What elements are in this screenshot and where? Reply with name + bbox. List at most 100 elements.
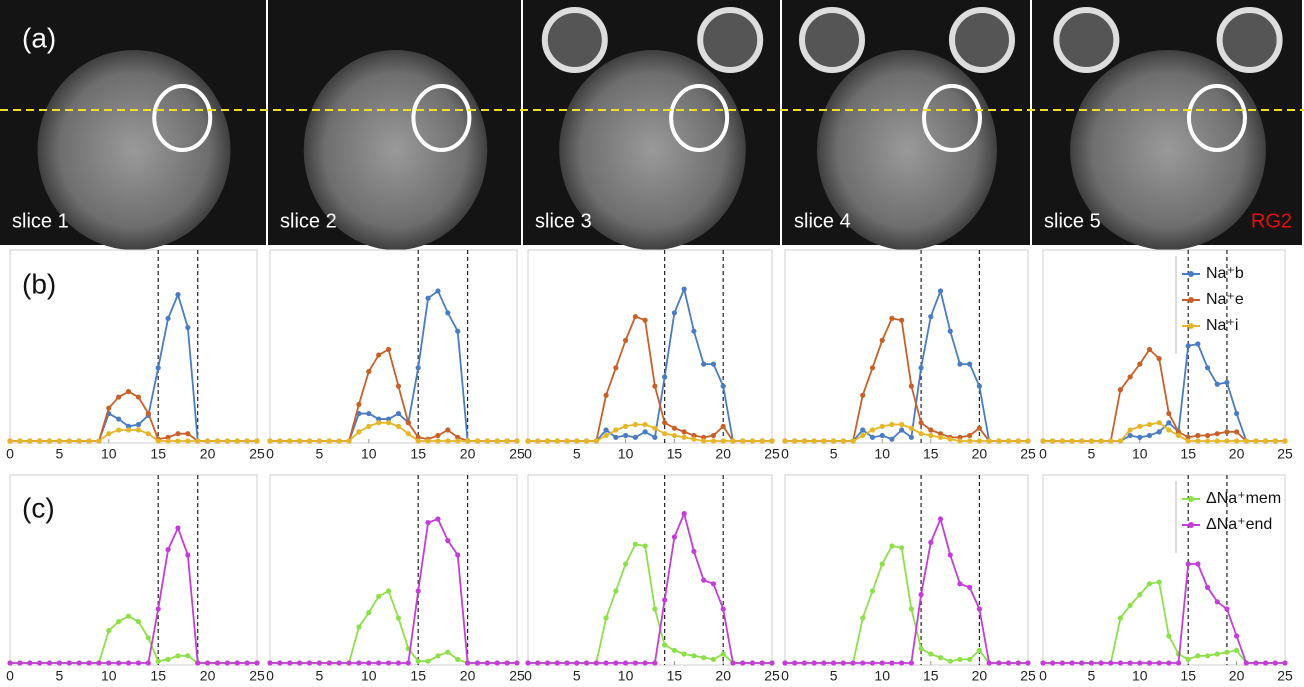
x-tick-label: 20 [460, 446, 476, 462]
data-point [720, 651, 726, 657]
data-point [385, 416, 392, 422]
x-tick-label: 10 [874, 668, 890, 684]
data-point [366, 423, 372, 429]
data-point [185, 438, 191, 444]
x-tick-label: 5 [573, 668, 581, 684]
x-tick-label: 5 [56, 668, 64, 684]
data-point [1079, 660, 1085, 666]
data-point [1146, 432, 1153, 439]
legend-label: ΔNa⁺mem [1206, 490, 1281, 507]
data-point [165, 315, 171, 321]
data-point [435, 438, 441, 444]
data-point [425, 295, 431, 301]
data-point [214, 438, 221, 444]
data-point [928, 313, 934, 320]
data-point [1234, 647, 1240, 654]
data-point [385, 588, 392, 594]
data-point [316, 438, 322, 444]
data-point [116, 619, 122, 625]
data-point [662, 642, 668, 648]
data-point [1204, 653, 1211, 659]
data-point [135, 421, 142, 428]
brain [1070, 50, 1266, 250]
data-point [185, 552, 191, 558]
chart: 0 5 10 15 20 25 [781, 249, 1036, 462]
data-point [1234, 410, 1240, 417]
data-point [125, 660, 132, 666]
data-point [1272, 660, 1278, 666]
brain [559, 50, 746, 250]
data-point [801, 438, 808, 444]
data-point [850, 438, 856, 444]
data-point [415, 438, 421, 444]
data-point [1166, 410, 1172, 417]
data-point [376, 352, 382, 358]
plot-frame [1042, 474, 1286, 666]
data-point [287, 438, 293, 444]
data-point [918, 592, 924, 598]
data-point [455, 552, 461, 558]
data-point [1117, 387, 1124, 393]
data-point [860, 615, 866, 621]
data-point [435, 432, 441, 439]
data-point [366, 660, 372, 666]
data-point [1088, 438, 1094, 444]
data-point [254, 438, 260, 444]
data-point [1137, 660, 1143, 666]
data-point [1117, 660, 1124, 666]
data-point [889, 436, 895, 442]
data-point [525, 660, 531, 666]
data-point [297, 660, 303, 666]
data-point [976, 647, 983, 654]
data-point [1204, 438, 1211, 444]
data-point [1234, 633, 1240, 639]
data-point [37, 438, 43, 444]
x-tick-label: 15 [410, 668, 426, 684]
data-point [801, 660, 808, 666]
data-point [376, 660, 382, 666]
data-point [395, 615, 402, 621]
slice-label: slice 1 [12, 210, 69, 232]
tumor-label: RG2 [1251, 210, 1292, 232]
data-point [435, 653, 441, 659]
data-point [175, 292, 181, 298]
data-point [869, 365, 876, 371]
data-point [1224, 649, 1230, 655]
data-point [613, 365, 619, 371]
data-point [17, 660, 23, 666]
eye [541, 7, 608, 73]
data-point [782, 660, 788, 666]
data-point [1156, 660, 1162, 666]
data-point [195, 438, 201, 444]
chart: 0 5 10 15 20 25 [524, 249, 780, 462]
x-tick-label: 5 [1088, 446, 1096, 462]
data-point [574, 438, 580, 444]
data-point [701, 438, 707, 444]
data-point [1214, 381, 1220, 387]
data-point [1069, 660, 1075, 666]
data-point [1108, 438, 1114, 444]
data-point [652, 425, 658, 431]
chart: 0 5 10 15 20 25 [524, 474, 780, 684]
x-tick-label: 20 [972, 668, 988, 684]
data-point [701, 577, 707, 583]
data-point [889, 421, 895, 428]
x-tick-label: 25 [1277, 446, 1293, 462]
data-point [976, 438, 983, 444]
data-point [1117, 438, 1124, 444]
data-point [632, 541, 638, 547]
data-point [1224, 429, 1230, 435]
data-point [1282, 660, 1288, 666]
roi [411, 84, 472, 152]
x-tick-label: 20 [1229, 668, 1245, 684]
data-point [525, 438, 531, 444]
data-point [918, 646, 924, 652]
data-point [957, 656, 963, 663]
data-point [27, 438, 33, 444]
data-point [860, 660, 866, 666]
panel-label: (a) [22, 22, 56, 53]
data-point [889, 543, 895, 549]
data-point [574, 660, 580, 666]
data-point [155, 438, 161, 444]
x-tick-label: 20 [1229, 446, 1245, 462]
